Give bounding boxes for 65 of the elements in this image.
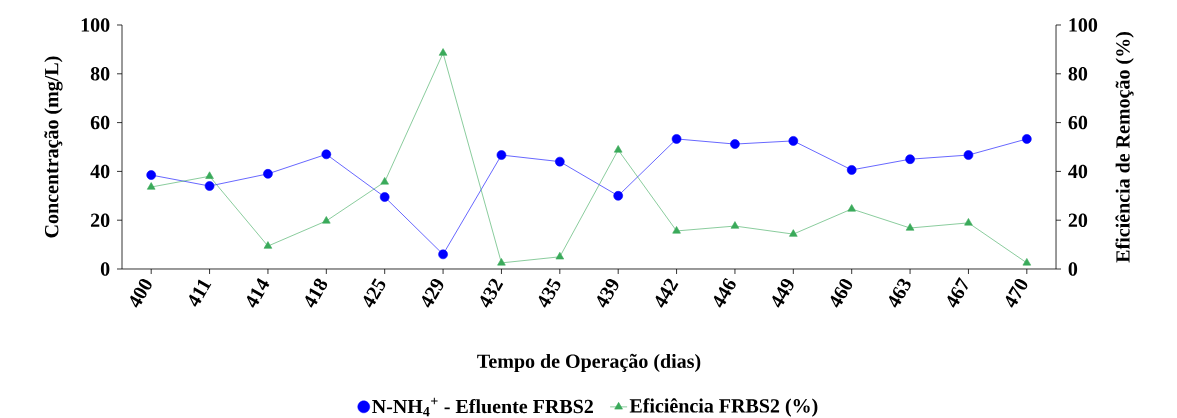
point bbox=[146, 182, 156, 190]
point bbox=[205, 171, 214, 179]
point bbox=[788, 136, 799, 146]
point bbox=[614, 145, 623, 153]
point bbox=[146, 170, 156, 180]
point bbox=[204, 181, 215, 191]
x-tick-label: 449 bbox=[772, 278, 794, 308]
point bbox=[1022, 134, 1032, 144]
x-tick-label: 446 bbox=[713, 277, 736, 308]
point bbox=[846, 165, 857, 175]
x-tick-label: 418 bbox=[305, 278, 328, 308]
point bbox=[263, 241, 273, 249]
y-tick-label: 20 bbox=[90, 213, 110, 227]
point bbox=[964, 218, 973, 226]
point bbox=[905, 223, 915, 231]
point bbox=[555, 156, 565, 167]
y-tick-label: 100 bbox=[81, 18, 110, 32]
point bbox=[905, 154, 915, 164]
x-tick-label: 435 bbox=[538, 278, 561, 308]
y2-tick-label: 20 bbox=[1068, 213, 1088, 227]
y2-tick-label: 100 bbox=[1069, 18, 1098, 32]
y-tick-label: 40 bbox=[90, 164, 110, 179]
point bbox=[496, 150, 507, 160]
legend-label: N-NH$_{4}$$^{+}$ - Efluente FRBS2 bbox=[372, 397, 593, 417]
point bbox=[613, 191, 623, 201]
x-tick-label: 414 bbox=[246, 278, 270, 308]
legend-label: Eficiência FRBS2 (%) bbox=[629, 398, 818, 417]
x-tick-label: 470 bbox=[1005, 279, 1028, 308]
y2-tick-label: 0 bbox=[1068, 262, 1078, 276]
point bbox=[555, 252, 565, 260]
x-tick-label: 439 bbox=[597, 278, 619, 308]
x-tick-label: 460 bbox=[830, 279, 853, 308]
point bbox=[497, 258, 506, 266]
x-axis-title: Tempo de Operação (dias) bbox=[477, 353, 701, 373]
x-tick-label: 425 bbox=[363, 278, 386, 308]
point bbox=[730, 139, 740, 149]
x-tick-label: 429 bbox=[421, 278, 444, 308]
point bbox=[379, 192, 390, 202]
y-tick-label: 0 bbox=[100, 262, 110, 276]
point bbox=[847, 204, 856, 212]
y2-axis-title: Eficiência de Remoção (%) bbox=[1115, 32, 1134, 263]
x-tick-label: 463 bbox=[888, 278, 911, 308]
y2-tick-label: 60 bbox=[1068, 115, 1088, 130]
point bbox=[438, 48, 448, 56]
point bbox=[671, 134, 682, 144]
y2-tick-label: 40 bbox=[1068, 164, 1088, 179]
point bbox=[321, 149, 332, 160]
x-tick-label: 400 bbox=[130, 279, 152, 308]
y-tick-label: 80 bbox=[90, 67, 110, 81]
y-axis-title: Concentração (mg/L) bbox=[44, 56, 63, 238]
point bbox=[730, 221, 740, 229]
x-tick-label: 467 bbox=[947, 277, 968, 308]
x-tick-label: 432 bbox=[480, 278, 504, 308]
point bbox=[672, 226, 681, 234]
point bbox=[380, 177, 389, 185]
point bbox=[963, 150, 974, 160]
x-tick-label: 411 bbox=[189, 279, 212, 307]
y2-tick-label: 80 bbox=[1068, 67, 1088, 81]
point bbox=[322, 216, 331, 224]
point bbox=[1022, 258, 1032, 266]
point bbox=[438, 249, 448, 260]
point bbox=[789, 229, 798, 237]
x-tick-label: 442 bbox=[655, 278, 679, 308]
point bbox=[263, 169, 273, 179]
y-tick-label: 60 bbox=[90, 115, 110, 130]
